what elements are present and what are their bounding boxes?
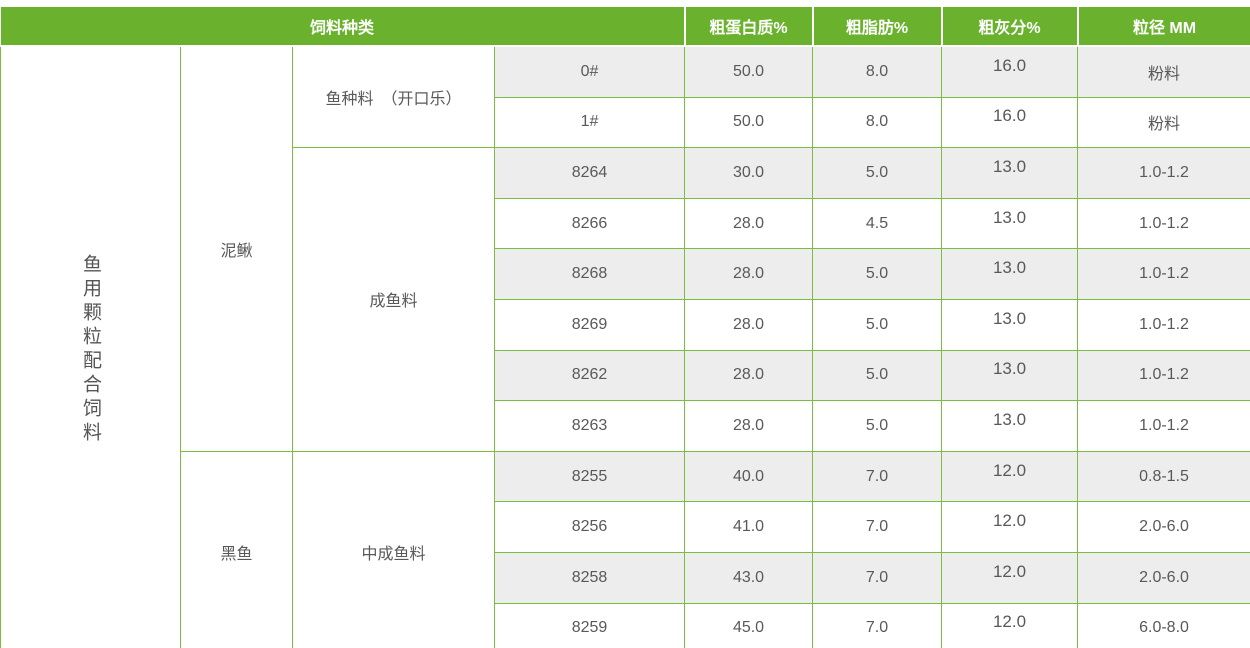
size-cell: 1.0-1.2: [1077, 197, 1250, 250]
protein-cell: 43.0: [684, 551, 814, 604]
spec-row: 8269 28.0 5.0 13.0 1.0-1.2: [1, 298, 1250, 351]
header-cell-feed-type: 饲料种类: [0, 7, 685, 47]
spec-row: 8256 41.0 7.0 12.0 2.0-6.0: [1, 501, 1250, 553]
size-cell: 粉料: [1077, 45, 1250, 98]
protein-cell: 50.0: [684, 96, 814, 149]
fat-cell: 7.0: [812, 501, 943, 553]
header-cell-ash: 粗灰分%: [940, 7, 1078, 47]
spec-row: 8259 45.0 7.0 12.0 6.0-8.0: [1, 602, 1250, 648]
size-cell: 6.0-8.0: [1077, 602, 1250, 648]
ash-cell: 12.0: [941, 450, 1079, 503]
code-cell: 8263: [493, 400, 686, 452]
ash-cell: 13.0: [941, 400, 1079, 452]
size-cell: 1.0-1.2: [1077, 349, 1250, 402]
ash-cell: 12.0: [941, 551, 1079, 604]
protein-cell: 45.0: [684, 602, 814, 648]
spec-row: 8263 28.0 5.0 13.0 1.0-1.2: [1, 400, 1250, 452]
table-body: 鱼用颗粒配合饲料 泥鳅 鱼种料 （开口乐） 0# 50.0 8.0 16.0 粉…: [0, 45, 1250, 648]
protein-cell: 40.0: [684, 450, 814, 503]
feed-spec-table: 饲料种类 粗蛋白质% 粗脂肪% 粗灰分% 粒径 MM 鱼用颗粒配合饲料 泥鳅 鱼…: [0, 7, 1250, 648]
code-cell: 8258: [493, 551, 686, 604]
ash-cell: 12.0: [941, 602, 1079, 648]
spec-row: 1# 50.0 8.0 16.0 粉料: [1, 96, 1250, 149]
protein-cell: 28.0: [684, 197, 814, 250]
code-cell: 1#: [493, 96, 686, 149]
size-cell: 0.8-1.5: [1077, 450, 1250, 503]
fat-cell: 4.5: [812, 197, 943, 250]
type-cell-fry-feed: 鱼种料 （开口乐）: [292, 45, 495, 149]
size-cell: 1.0-1.2: [1077, 147, 1250, 199]
size-cell: 1.0-1.2: [1077, 248, 1250, 300]
fat-cell: 8.0: [812, 96, 943, 149]
protein-cell: 28.0: [684, 349, 814, 402]
category-vertical-label: 鱼用颗粒配合饲料: [80, 254, 101, 447]
fat-cell: 7.0: [812, 551, 943, 604]
fat-cell: 5.0: [812, 248, 943, 300]
ash-cell: 12.0: [941, 501, 1079, 553]
code-cell: 8256: [493, 501, 686, 553]
size-cell: 2.0-6.0: [1077, 501, 1250, 553]
protein-cell: 28.0: [684, 400, 814, 452]
code-cell: 8259: [493, 602, 686, 648]
fat-cell: 7.0: [812, 450, 943, 503]
code-cell: 8262: [493, 349, 686, 402]
ash-cell: 13.0: [941, 248, 1079, 300]
code-cell: 8266: [493, 197, 686, 250]
fat-cell: 5.0: [812, 298, 943, 351]
fat-cell: 8.0: [812, 45, 943, 98]
fat-cell: 7.0: [812, 602, 943, 648]
spec-row: 8266 28.0 4.5 13.0 1.0-1.2: [1, 197, 1250, 250]
species-cell-loach: 泥鳅: [180, 45, 293, 452]
table-header: 饲料种类 粗蛋白质% 粗脂肪% 粗灰分% 粒径 MM: [0, 7, 1250, 47]
ash-cell: 13.0: [941, 147, 1079, 199]
ash-cell: 13.0: [941, 349, 1079, 402]
spec-row: 成鱼料 8264 30.0 5.0 13.0 1.0-1.2: [1, 147, 1250, 452]
size-cell: 2.0-6.0: [1077, 551, 1250, 604]
spec-row: 鱼用颗粒配合饲料 泥鳅 鱼种料 （开口乐） 0# 50.0 8.0 16.0 粉…: [0, 45, 1250, 648]
protein-cell: 30.0: [684, 147, 814, 199]
header-cell-protein: 粗蛋白质%: [683, 7, 813, 47]
header-row: 饲料种类 粗蛋白质% 粗脂肪% 粗灰分% 粒径 MM: [0, 7, 1250, 47]
header-cell-size: 粒径 MM: [1076, 7, 1250, 47]
code-cell: 8269: [493, 298, 686, 351]
protein-cell: 28.0: [684, 298, 814, 351]
code-cell: 8268: [493, 248, 686, 300]
type-cell-adult-feed: 成鱼料: [292, 147, 495, 452]
spec-row: 黑鱼 中成鱼料 8255 40.0 7.0 12.0 0.8-1.5: [1, 450, 1250, 648]
code-cell: 0#: [493, 45, 686, 98]
size-cell: 1.0-1.2: [1077, 400, 1250, 452]
protein-cell: 50.0: [684, 45, 814, 98]
protein-cell: 28.0: [684, 248, 814, 300]
size-cell: 1.0-1.2: [1077, 298, 1250, 351]
spec-row: 8268 28.0 5.0 13.0 1.0-1.2: [1, 248, 1250, 300]
ash-cell: 16.0: [941, 96, 1079, 149]
code-cell: 8255: [493, 450, 686, 503]
spec-row: 8262 28.0 5.0 13.0 1.0-1.2: [1, 349, 1250, 402]
ash-cell: 13.0: [941, 298, 1079, 351]
size-cell: 粉料: [1077, 96, 1250, 149]
category-cell: 鱼用颗粒配合饲料: [0, 45, 181, 648]
type-cell-mid-adult-feed: 中成鱼料: [292, 450, 495, 648]
ash-cell: 13.0: [941, 197, 1079, 250]
fat-cell: 5.0: [812, 147, 943, 199]
header-cell-fat: 粗脂肪%: [811, 7, 942, 47]
protein-cell: 41.0: [684, 501, 814, 553]
fat-cell: 5.0: [812, 400, 943, 452]
ash-cell: 16.0: [941, 45, 1079, 98]
code-cell: 8264: [493, 147, 686, 199]
fat-cell: 5.0: [812, 349, 943, 402]
species-cell-snakehead: 黑鱼: [180, 450, 293, 648]
